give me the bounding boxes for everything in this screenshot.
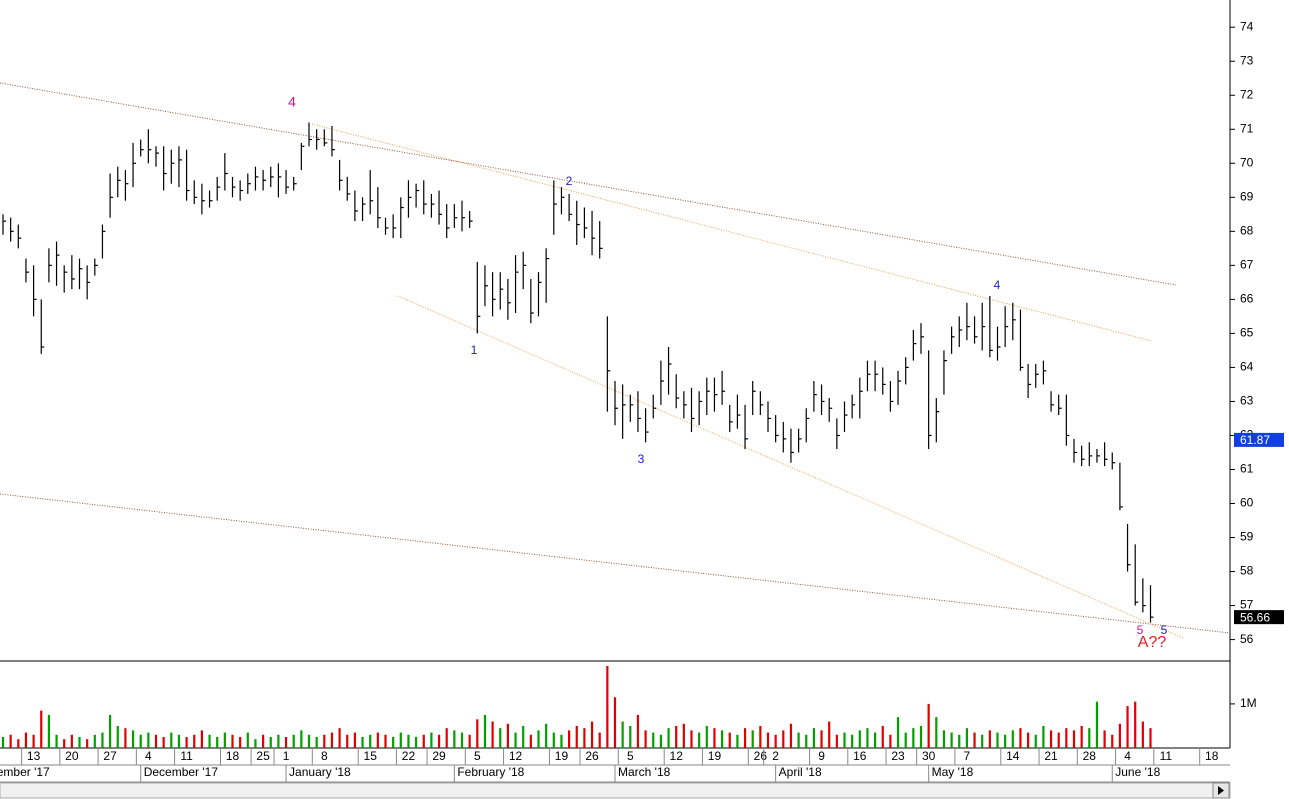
x-tick-label: 30 xyxy=(922,749,936,763)
x-major-label: February '18 xyxy=(457,765,524,779)
y-tick-label: 66 xyxy=(1240,292,1254,306)
x-tick-label: 8 xyxy=(321,749,328,763)
x-tick-label: 15 xyxy=(364,749,378,763)
wave-label: 1 xyxy=(471,343,478,357)
y-tick-label: 58 xyxy=(1240,564,1254,578)
wave-label: 2 xyxy=(566,174,573,188)
y-tick-label: 72 xyxy=(1240,87,1254,101)
price-marker-label: 56.66 xyxy=(1240,610,1270,624)
y-tick-label: 59 xyxy=(1240,530,1254,544)
y-tick-label: 63 xyxy=(1240,394,1254,408)
x-tick-label: 26 xyxy=(754,749,768,763)
y-tick-label: 70 xyxy=(1240,155,1254,169)
x-major-label: June '18 xyxy=(1115,765,1160,779)
price-marker xyxy=(1234,432,1284,447)
x-tick-label: 13 xyxy=(27,749,41,763)
scrollbar[interactable] xyxy=(0,782,1231,799)
x-tick-label: 18 xyxy=(1205,749,1219,763)
x-tick-label: 29 xyxy=(432,749,446,763)
x-tick-label: 21 xyxy=(1044,749,1058,763)
x-tick-label: 2 xyxy=(772,749,779,763)
x-major-label: May '18 xyxy=(932,765,974,779)
wave-label: 4 xyxy=(994,278,1001,292)
x-tick-label: 18 xyxy=(226,749,240,763)
y-tick-label: 57 xyxy=(1240,598,1254,612)
trendlines xyxy=(0,82,1231,639)
x-major-label: December '17 xyxy=(144,765,219,779)
wave-label: A?? xyxy=(1138,634,1167,651)
x-tick-label: 4 xyxy=(1124,749,1131,763)
x-tick-label: 4 xyxy=(145,749,152,763)
x-major-label: March '18 xyxy=(618,765,671,779)
y-tick-label: 73 xyxy=(1240,53,1254,67)
x-tick-label: 9 xyxy=(818,749,825,763)
y-tick-label: 68 xyxy=(1240,224,1254,238)
wave-label: 5 xyxy=(1161,623,1168,637)
x-major-label: April '18 xyxy=(779,765,822,779)
x-tick-label: 16 xyxy=(853,749,867,763)
wave-label: 5 xyxy=(1137,623,1144,637)
x-tick-label: 28 xyxy=(1083,749,1097,763)
x-tick-label: 23 xyxy=(891,749,905,763)
x-tick-label: 11 xyxy=(180,749,193,763)
y-tick-label: 69 xyxy=(1240,189,1254,203)
y-tick-label: 61 xyxy=(1240,462,1254,476)
price-marker-label: 61.87 xyxy=(1240,433,1270,447)
y-tick-label: 56 xyxy=(1240,632,1254,646)
x-tick-label: 11 xyxy=(1160,749,1173,763)
x-tick-label: 12 xyxy=(670,749,684,763)
y-tick-label: 74 xyxy=(1240,19,1254,33)
y-tick-label: 67 xyxy=(1240,258,1254,272)
wave-label: 3 xyxy=(638,452,645,466)
x-tick-label: 19 xyxy=(555,749,569,763)
price-marker xyxy=(1234,610,1284,625)
x-tick-label: 26 xyxy=(585,749,599,763)
trendline xyxy=(397,295,1184,639)
y-tick-label: 65 xyxy=(1240,326,1254,340)
x-tick-label: 5 xyxy=(474,749,481,763)
x-tick-label: 27 xyxy=(103,749,117,763)
x-major-label: January '18 xyxy=(289,765,351,779)
wave-label: 4 xyxy=(288,94,296,110)
x-tick-label: 19 xyxy=(708,749,722,763)
y-tick-label: 60 xyxy=(1240,496,1254,510)
x-major-label: November '17 xyxy=(0,765,50,779)
trendline xyxy=(311,123,1153,342)
y-tick-label: 1M xyxy=(1240,696,1257,710)
x-tick-label: 12 xyxy=(509,749,523,763)
x-tick-label: 1 xyxy=(283,749,290,763)
x-tick-label: 14 xyxy=(1006,749,1020,763)
y-tick-label: 71 xyxy=(1240,121,1254,135)
x-tick-label: 25 xyxy=(256,749,270,763)
x-tick-label: 5 xyxy=(627,749,634,763)
x-tick-label: 7 xyxy=(964,749,971,763)
x-tick-label: 20 xyxy=(65,749,79,763)
y-tick-label: 64 xyxy=(1240,360,1254,374)
arrow-icon xyxy=(1218,786,1224,795)
x-tick-label: 22 xyxy=(402,749,416,763)
